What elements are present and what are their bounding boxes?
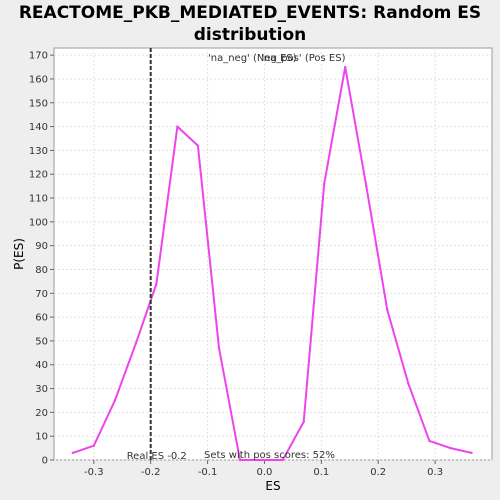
data-point	[470, 451, 473, 455]
data-point	[238, 458, 242, 462]
axes: 0 10 20 30 40 50 60 70 80 90 100 110 120 130 140 150 160…	[29, 51, 443, 478]
y-tick-label: 0	[42, 456, 48, 467]
data-point	[260, 458, 263, 462]
data-point	[134, 342, 138, 345]
y-tick-label: 130	[29, 146, 48, 157]
x-tick-label: -0.1	[198, 467, 218, 478]
x-tick-label: 0.1	[313, 467, 329, 478]
y-tick-label: 30	[35, 384, 48, 395]
y-tick-label: 60	[35, 313, 48, 324]
y-tick-label: 50	[35, 336, 48, 347]
x-tick-label: -0.2	[141, 467, 161, 478]
y-tick-label: 120	[29, 170, 48, 181]
data-point	[92, 444, 96, 447]
x-tick-label: 0.3	[427, 467, 443, 478]
data-point	[155, 282, 158, 285]
legend-entry-neg: 'na_neg' (Neg ES)	[208, 53, 297, 64]
legend-entry-pos: 'na_pos' (Pos ES)	[261, 53, 346, 64]
data-point	[196, 144, 200, 147]
series-line	[72, 66, 472, 461]
data-point	[281, 458, 284, 462]
data-point	[365, 184, 368, 188]
x-tick-label: 0.0	[257, 467, 273, 478]
data-point	[322, 182, 326, 185]
y-tick-label: 70	[35, 289, 48, 300]
x-axis-label: ES	[265, 479, 280, 493]
pos-scores-annotation: Sets with pos scores: 52%	[204, 450, 335, 461]
y-tick-label: 140	[29, 122, 48, 133]
chart-title: REACTOME_PKB_MEDIATED_EVENTS: Random ES …	[18, 3, 482, 45]
y-tick-label: 90	[35, 241, 48, 252]
y-tick-label: 10	[35, 432, 48, 443]
x-tick-label: 0.2	[370, 467, 386, 478]
data-point	[176, 125, 179, 128]
data-point	[113, 399, 117, 402]
data-point	[344, 65, 347, 69]
data-point	[217, 346, 221, 350]
real-es-label: Real ES -0.2	[127, 451, 187, 462]
y-axis-label: P(ES)	[12, 238, 26, 270]
y-tick-label: 110	[29, 194, 48, 205]
data-point	[407, 382, 410, 385]
plot-area	[53, 47, 493, 461]
data-point	[428, 439, 431, 443]
y-tick-label: 80	[35, 265, 48, 276]
y-tick-label: 100	[29, 217, 48, 228]
y-tick-label: 170	[29, 51, 48, 62]
data-point	[71, 451, 74, 455]
data-point	[449, 446, 452, 450]
data-point	[386, 308, 389, 312]
y-tick-label: 150	[29, 98, 48, 109]
series	[71, 65, 473, 462]
x-tick-label: -0.3	[84, 467, 104, 478]
data-point	[302, 420, 305, 424]
y-tick-label: 20	[35, 408, 48, 419]
y-tick-label: 160	[29, 74, 48, 85]
y-tick-label: 40	[35, 360, 48, 371]
